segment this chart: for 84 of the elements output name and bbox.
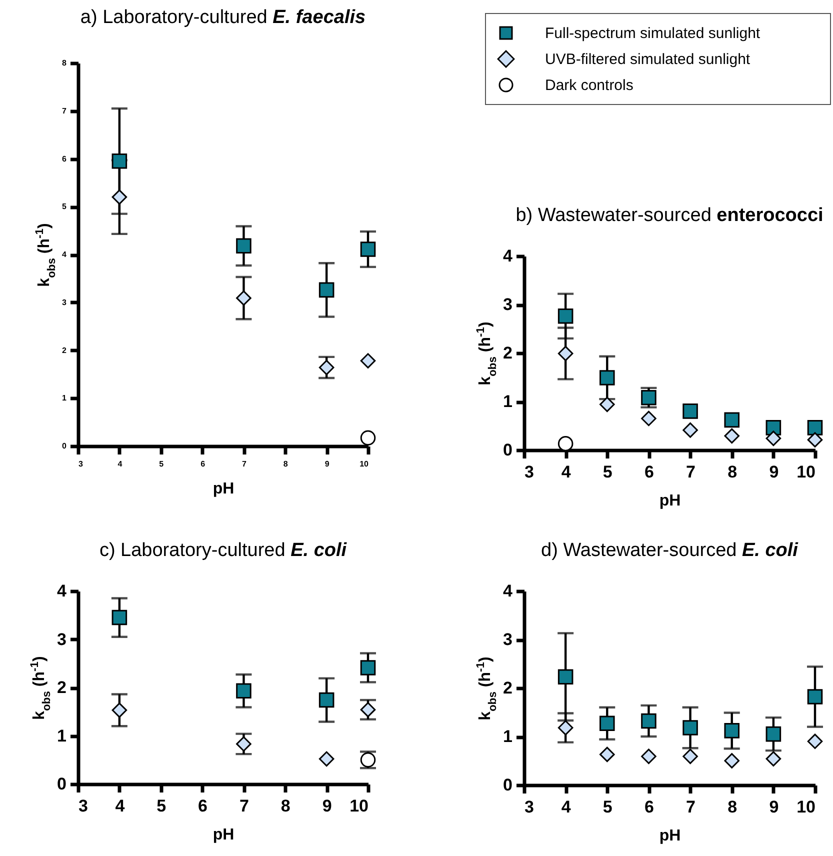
point (360, 660, 376, 676)
y-tick-label: 0 (57, 774, 66, 794)
x-tick-label: 4 (118, 460, 123, 468)
legend-label: Full-spectrum simulated sunlight (545, 24, 760, 42)
point (360, 242, 376, 257)
y-tick-label: 4 (62, 250, 68, 259)
y-tick-label: 2 (57, 678, 66, 697)
point (360, 430, 376, 446)
y-tick-label: 0 (503, 440, 512, 460)
y-tick-label: 2 (503, 678, 512, 698)
y-tick-label: 3 (503, 295, 512, 314)
point (318, 282, 334, 298)
x-tick-label: 10 (360, 460, 370, 468)
point (236, 238, 252, 254)
y-tick-label: 0 (62, 442, 68, 450)
x-tick-label: 3 (78, 796, 88, 816)
x-axis-title: pH (659, 492, 681, 510)
x-tick-label: 5 (159, 460, 164, 468)
chart-title: c) Laboratory-cultured E. coli (99, 540, 348, 561)
legend-label: UVB-filtered simulated sunlight (545, 50, 750, 68)
x-tick-label: 10 (796, 798, 816, 816)
point (318, 751, 334, 767)
y-tick-label: 6 (62, 154, 68, 164)
x-tick-label: 3 (78, 460, 84, 468)
point (112, 702, 128, 718)
y-tick-label: 3 (57, 630, 66, 649)
legend-label: Dark controls (545, 76, 634, 94)
y-tick-label: 0 (503, 776, 512, 794)
point (360, 702, 376, 718)
y-tick-label: 1 (62, 394, 68, 403)
x-tick-label: 7 (239, 796, 249, 816)
x-tick-label: 9 (322, 796, 332, 816)
x-tick-label: 8 (280, 796, 290, 816)
y-tick-label: 7 (62, 106, 68, 116)
x-tick-label: 5 (156, 796, 166, 816)
x-tick-label: 4 (561, 462, 572, 482)
x-axis-title: pH (212, 826, 234, 844)
x-axis-title: pH (659, 828, 681, 844)
x-tick-label: 8 (728, 462, 738, 482)
x-tick-label: 4 (561, 798, 572, 816)
y-tick-label: 2 (503, 344, 512, 362)
y-tick-label: 3 (503, 630, 512, 649)
x-tick-label: 5 (602, 462, 612, 482)
x-tick-label: 9 (324, 460, 330, 468)
point (112, 154, 128, 169)
y-tick-label: 3 (62, 298, 68, 307)
chart-title: d) Wastewater-sourced E. coli (541, 540, 799, 561)
y-tick-label: 1 (503, 392, 512, 411)
point (236, 736, 252, 752)
x-tick-label: 3 (524, 798, 534, 816)
x-tick-label: 5 (602, 798, 612, 816)
chart-title: a) Laboratory-cultured E. faecalis (80, 7, 366, 28)
point (318, 692, 334, 708)
x-tick-label: 6 (198, 796, 208, 816)
x-tick-label: 3 (524, 462, 534, 482)
point (360, 353, 376, 368)
point (236, 290, 252, 306)
x-tick-label: 9 (769, 462, 779, 482)
y-tick-label: 1 (57, 726, 66, 746)
x-tick-label: 6 (200, 460, 206, 468)
y-tick-label: 4 (57, 582, 68, 600)
y-tick-label: 5 (62, 202, 68, 212)
x-tick-label: 10 (796, 462, 816, 482)
chart-title: b) Wastewater-sourced enterococci (516, 205, 824, 226)
x-tick-label: 9 (769, 798, 779, 816)
y-tick-label: 4 (503, 582, 514, 600)
x-tick-label: 4 (115, 796, 126, 816)
y-tick-label: 1 (503, 727, 512, 746)
point (318, 360, 334, 376)
x-tick-label: 7 (686, 462, 696, 482)
x-tick-label: 6 (644, 798, 654, 816)
y-tick-label: 8 (62, 58, 68, 68)
x-tick-label: 8 (728, 798, 738, 816)
point (112, 610, 128, 626)
x-tick-label: 7 (242, 460, 247, 468)
x-tick-label: 10 (350, 796, 368, 816)
point (236, 683, 252, 699)
x-axis-title: pH (212, 480, 234, 498)
x-tick-label: 7 (686, 798, 696, 816)
y-tick-label: 4 (503, 246, 514, 266)
x-tick-label: 8 (283, 460, 288, 468)
x-tick-label: 6 (644, 462, 654, 482)
y-tick-label: 2 (62, 346, 68, 355)
point (112, 189, 128, 205)
